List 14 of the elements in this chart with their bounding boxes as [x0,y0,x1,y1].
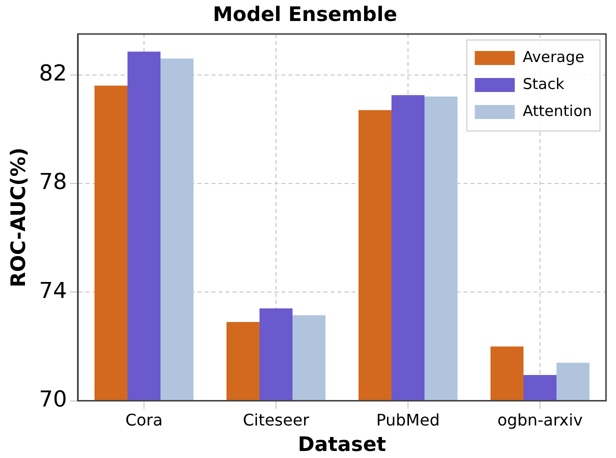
y-tick-label: 78 [38,170,67,196]
y-tick-label: 82 [38,61,67,86]
legend-label: Attention [522,102,592,120]
y-tick-label: 70 [38,388,67,413]
x-tick-label: ogbn-arxiv [497,410,583,430]
x-tick-label: Citeseer [242,410,310,430]
x-axis-title: Dataset [298,432,387,456]
x-tick-label: Cora [125,410,163,430]
chart-title: Model Ensemble [212,2,398,26]
y-tick-label: 74 [38,278,67,304]
x-tick-label: PubMed [376,410,440,430]
legend-label: Stack [522,74,565,93]
y-axis-title: ROC-AUC(%) [6,147,30,288]
legend-label: Average [522,48,584,66]
